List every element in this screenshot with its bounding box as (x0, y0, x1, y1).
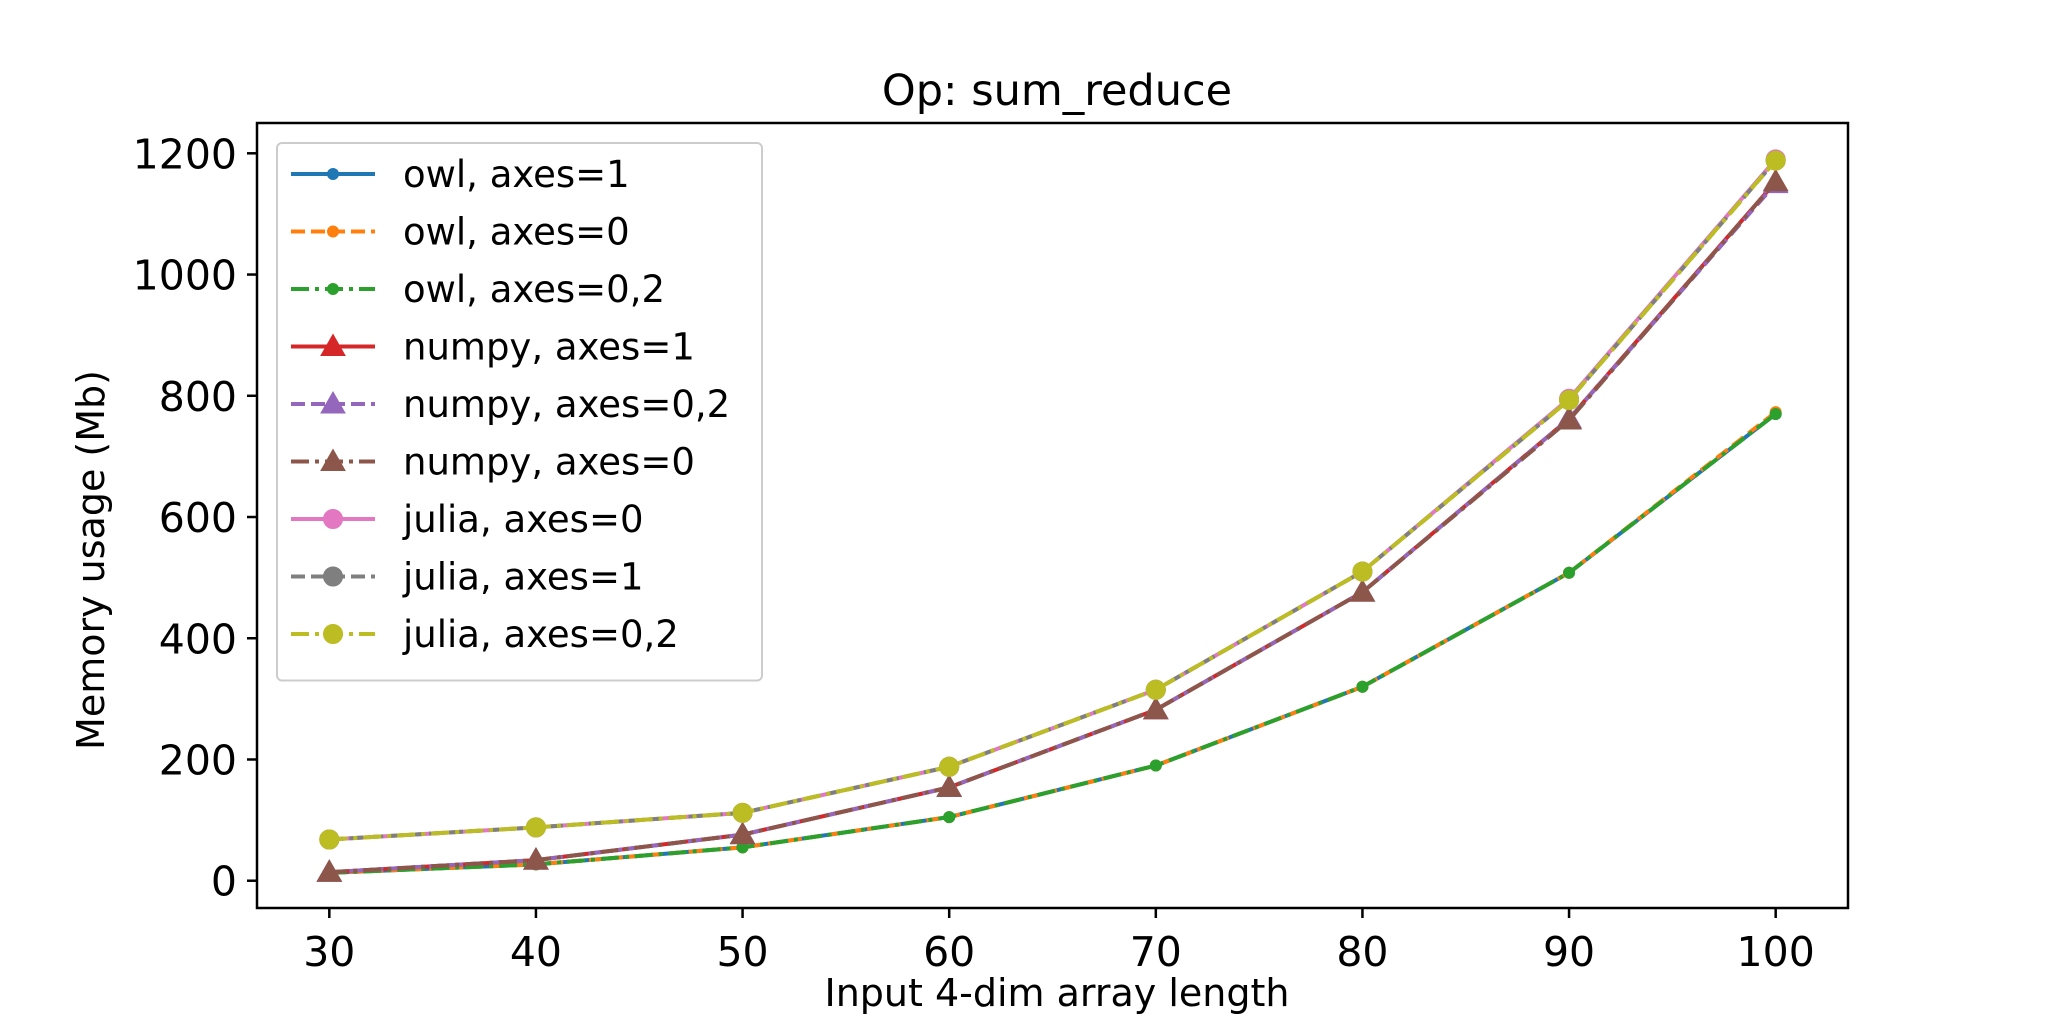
legend-label: owl, axes=0 (403, 211, 630, 254)
legend-marker (320, 390, 346, 414)
y-tick-label: 400 (159, 615, 237, 663)
data-point (316, 859, 343, 882)
y-tick-label: 0 (211, 858, 237, 906)
legend-entry: numpy, axes=1 (291, 326, 695, 369)
legend-entry: julia, axes=1 (291, 556, 644, 599)
x-tick-label: 70 (1130, 928, 1182, 976)
data-point (732, 802, 753, 823)
data-point (939, 756, 960, 777)
legend-label: owl, axes=0,2 (403, 268, 665, 311)
legend-entry: julia, axes=0 (291, 498, 644, 541)
y-axis-label: Memory usage (Mb) (69, 370, 113, 750)
series-line (329, 412, 1777, 875)
data-point (1769, 407, 1782, 420)
legend-marker (323, 624, 343, 644)
legend-marker (327, 283, 339, 295)
data-point (1765, 150, 1786, 171)
legend-entry: numpy, axes=0,2 (291, 383, 730, 426)
legend-label: julia, axes=1 (402, 556, 644, 599)
series-line (329, 159, 1778, 842)
legend-label: numpy, axes=0 (403, 441, 695, 484)
legend-entry: julia, axes=0,2 (291, 613, 679, 656)
x-tick-label: 100 (1737, 928, 1815, 976)
data-point (523, 847, 549, 870)
plot-frame (255, 121, 1850, 910)
data-point (1352, 561, 1373, 582)
series-9 (319, 150, 1786, 850)
legend: owl, axes=1 owl, axes=0 owl, axes=0,2 numpy… (276, 142, 763, 682)
legend-entry: numpy, axes=0 (291, 441, 695, 484)
x-tick-label: 40 (510, 928, 562, 976)
data-point (1762, 168, 1789, 192)
legend-entry: owl, axes=1 (291, 153, 630, 196)
legend-entry: owl, axes=0,2 (291, 268, 665, 311)
y-tick-label: 200 (159, 736, 237, 784)
series-6 (316, 168, 1789, 882)
legend-marker (323, 509, 343, 529)
y-tick-label: 800 (159, 373, 237, 421)
x-tick-label: 50 (716, 928, 768, 976)
legend-marker (320, 333, 346, 356)
legend-marker (323, 566, 343, 587)
y-tick-label: 600 (159, 494, 237, 542)
data-point (1356, 680, 1369, 693)
data-point (1145, 679, 1166, 700)
legend-label: numpy, axes=0,2 (403, 383, 730, 426)
legend-label: owl, axes=1 (403, 153, 630, 196)
legend-entry: owl, axes=0 (291, 211, 630, 254)
chart-title: Op: sum_reduce (882, 66, 1232, 116)
legend-marker (320, 448, 346, 471)
legend-label: julia, axes=0 (402, 498, 644, 541)
legend-label: numpy, axes=1 (403, 326, 695, 369)
y-axis: 0 200 400 600 800 1000 1200 (133, 130, 257, 906)
data-point (729, 821, 756, 845)
data-point (936, 774, 963, 797)
x-tick-label: 90 (1543, 928, 1595, 976)
y-tick-label: 1000 (133, 252, 237, 300)
legend-label: julia, axes=0,2 (402, 613, 679, 656)
x-axis: 30 40 50 60 70 80 90 100 (303, 908, 1815, 976)
series-line (329, 180, 1778, 875)
y-tick-label: 1200 (133, 130, 237, 178)
data-point (1563, 566, 1576, 579)
x-axis-label: Input 4-dim array length (825, 971, 1290, 1015)
legend-marker (327, 225, 339, 238)
series-3 (323, 407, 1782, 879)
legend-marker (327, 168, 339, 180)
data-point (1349, 579, 1376, 602)
data-point (319, 829, 340, 850)
x-tick-label: 80 (1336, 928, 1388, 976)
data-point (1559, 390, 1580, 411)
data-point (1556, 407, 1582, 430)
x-tick-label: 30 (303, 928, 355, 976)
data-point (1149, 759, 1162, 772)
data-point (943, 811, 956, 824)
x-tick-label: 60 (923, 928, 975, 976)
data-point (1142, 696, 1169, 720)
legend-box (276, 142, 763, 682)
data-point (525, 817, 546, 838)
